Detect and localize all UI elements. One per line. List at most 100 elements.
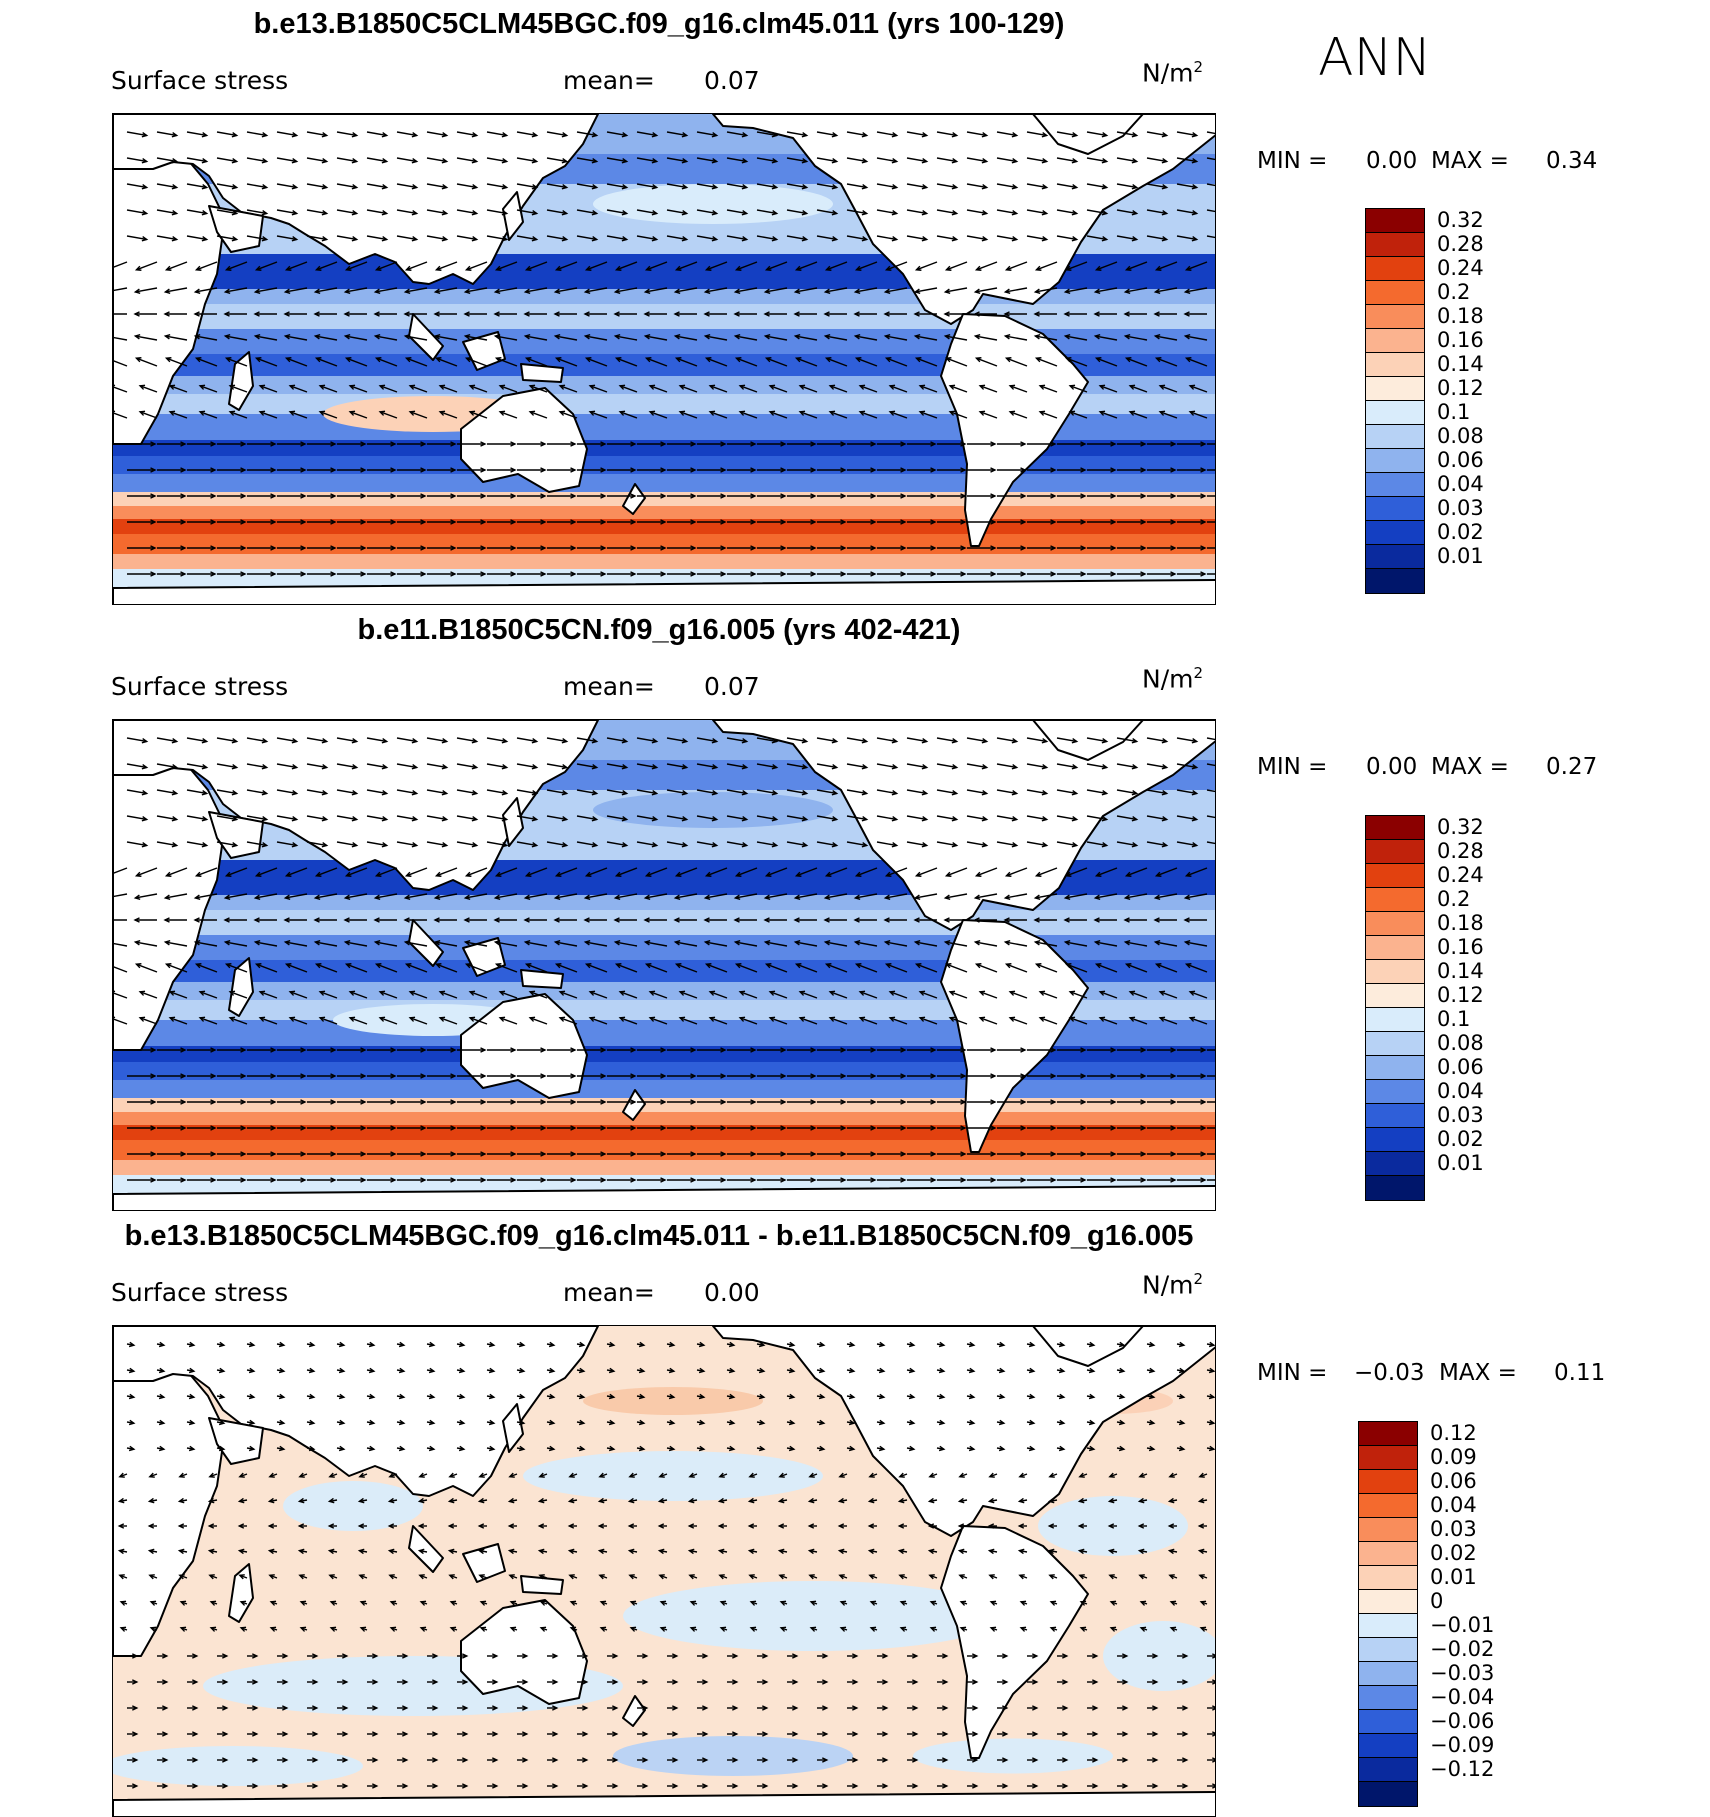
colorbar-level-label: −0.09 bbox=[1430, 1733, 1495, 1757]
panel-2-variable: Surface stress bbox=[111, 672, 289, 701]
colorbar-level-label: 0.03 bbox=[1437, 1103, 1484, 1127]
colorbar-level-label: 0.12 bbox=[1437, 376, 1484, 400]
panel-3-max-label: MAX = bbox=[1439, 1360, 1517, 1386]
panel-1-variable: Surface stress bbox=[111, 66, 289, 95]
colorbar-swatch bbox=[1366, 257, 1424, 281]
colorbar-swatch bbox=[1366, 1128, 1424, 1152]
colorbar-swatches bbox=[1365, 208, 1425, 594]
colorbar-level-label: −0.12 bbox=[1430, 1757, 1495, 1781]
colorbar-swatch bbox=[1366, 1104, 1424, 1128]
panel-1-min-label: MIN = bbox=[1257, 148, 1328, 174]
colorbar-swatch bbox=[1359, 1470, 1417, 1494]
colorbar-swatch bbox=[1366, 888, 1424, 912]
colorbar-swatch bbox=[1366, 1152, 1424, 1176]
colorbar-level-label: −0.02 bbox=[1430, 1637, 1495, 1661]
colorbar-swatch bbox=[1366, 912, 1424, 936]
panel-1-title: b.e13.B1850C5CLM45BGC.f09_g16.clm45.011 … bbox=[253, 8, 1065, 40]
colorbar-level-label: 0.14 bbox=[1437, 352, 1484, 376]
colorbar-level-label: 0.16 bbox=[1437, 935, 1484, 959]
panel-3-max-value: 0.11 bbox=[1554, 1360, 1606, 1386]
colorbar-level-label: 0.16 bbox=[1437, 328, 1484, 352]
colorbar-level-label: 0.03 bbox=[1437, 496, 1484, 520]
colorbar-swatch bbox=[1359, 1638, 1417, 1662]
colorbar-swatch bbox=[1366, 233, 1424, 257]
colorbar-level-label: 0.12 bbox=[1430, 1421, 1477, 1445]
colorbar-swatch bbox=[1366, 1032, 1424, 1056]
colorbar-level-label: 0.32 bbox=[1437, 208, 1484, 232]
colorbar-swatch bbox=[1359, 1446, 1417, 1470]
colorbar-level-label: −0.06 bbox=[1430, 1709, 1495, 1733]
colorbar-level-label: 0.09 bbox=[1430, 1445, 1477, 1469]
colorbar-swatch bbox=[1366, 473, 1424, 497]
colorbar-swatch bbox=[1366, 984, 1424, 1008]
panel-3-units: N/m2 bbox=[1142, 1270, 1204, 1300]
colorbar-level-label: 0 bbox=[1430, 1589, 1444, 1613]
panel-1-mean-label: mean= bbox=[563, 66, 655, 95]
colorbar-level-label: 0.24 bbox=[1437, 256, 1484, 280]
colorbar-level-label: 0.08 bbox=[1437, 424, 1484, 448]
colorbar-level-label: 0.04 bbox=[1430, 1493, 1477, 1517]
colorbar-level-label: 0.24 bbox=[1437, 863, 1484, 887]
panel-2-title: b.e11.B1850C5CN.f09_g16.005 (yrs 402-421… bbox=[357, 614, 961, 646]
colorbar-swatch bbox=[1359, 1614, 1417, 1638]
season-label: ANN bbox=[1318, 28, 1432, 88]
panel-3-mean-label: mean= bbox=[563, 1278, 655, 1307]
panel-2-mean-label: mean= bbox=[563, 672, 655, 701]
colorbar-swatch bbox=[1366, 449, 1424, 473]
colorbar-swatch bbox=[1366, 1056, 1424, 1080]
panel-2-map bbox=[112, 719, 1216, 1211]
colorbar-level-label: 0.18 bbox=[1437, 304, 1484, 328]
panel-1-max-label: MAX = bbox=[1431, 148, 1509, 174]
colorbar-swatch bbox=[1366, 497, 1424, 521]
panel-2-units: N/m2 bbox=[1142, 664, 1204, 694]
colorbar-level-label: 0.01 bbox=[1437, 544, 1484, 568]
panel-2-max-value: 0.27 bbox=[1546, 754, 1598, 780]
colorbar-swatches bbox=[1365, 815, 1425, 1201]
colorbar-swatch bbox=[1366, 329, 1424, 353]
colorbar-swatch bbox=[1366, 305, 1424, 329]
colorbar-swatch bbox=[1366, 1008, 1424, 1032]
colorbar-swatch bbox=[1366, 840, 1424, 864]
panel-3-mean-value: 0.00 bbox=[704, 1278, 760, 1307]
panel-1-mean-value: 0.07 bbox=[704, 66, 760, 95]
colorbar-level-label: 0.04 bbox=[1437, 1079, 1484, 1103]
colorbar-swatch bbox=[1359, 1662, 1417, 1686]
colorbar-level-label: 0.08 bbox=[1437, 1031, 1484, 1055]
colorbar-swatch bbox=[1366, 1176, 1424, 1200]
colorbar-level-label: 0.04 bbox=[1437, 472, 1484, 496]
colorbar-level-label: 0.01 bbox=[1430, 1565, 1477, 1589]
colorbar-swatch bbox=[1366, 521, 1424, 545]
panel-2-contour-map bbox=[113, 720, 1215, 1210]
colorbar-swatch bbox=[1366, 816, 1424, 840]
colorbar-swatch bbox=[1366, 377, 1424, 401]
panel-1-max-value: 0.34 bbox=[1546, 148, 1598, 174]
colorbar-swatch bbox=[1366, 569, 1424, 593]
panel-1-min-value: 0.00 bbox=[1366, 148, 1418, 174]
colorbar-swatch bbox=[1366, 401, 1424, 425]
panel-2-min-label: MIN = bbox=[1257, 754, 1328, 780]
panel-3-map bbox=[112, 1325, 1216, 1817]
colorbar-level-label: 0.03 bbox=[1430, 1517, 1477, 1541]
colorbar-level-label: −0.03 bbox=[1430, 1661, 1495, 1685]
colorbar-level-label: 0.12 bbox=[1437, 983, 1484, 1007]
colorbar-swatch bbox=[1359, 1518, 1417, 1542]
colorbar-level-label: 0.02 bbox=[1437, 520, 1484, 544]
colorbar-swatch bbox=[1359, 1710, 1417, 1734]
colorbar-swatch bbox=[1366, 864, 1424, 888]
colorbar-level-label: 0.01 bbox=[1437, 1151, 1484, 1175]
colorbar-swatches bbox=[1358, 1421, 1418, 1807]
colorbar-level-label: 0.1 bbox=[1437, 400, 1471, 424]
colorbar-swatch bbox=[1359, 1494, 1417, 1518]
colorbar-level-label: 0.02 bbox=[1437, 1127, 1484, 1151]
colorbar-swatch bbox=[1366, 545, 1424, 569]
panel-2-mean-value: 0.07 bbox=[704, 672, 760, 701]
colorbar-level-label: 0.18 bbox=[1437, 911, 1484, 935]
panel-3-contour-map bbox=[113, 1326, 1215, 1816]
colorbar-swatch bbox=[1359, 1758, 1417, 1782]
colorbar-level-label: 0.14 bbox=[1437, 959, 1484, 983]
colorbar-swatch bbox=[1359, 1686, 1417, 1710]
colorbar-swatch bbox=[1359, 1734, 1417, 1758]
colorbar-swatch bbox=[1359, 1422, 1417, 1446]
colorbar-swatch bbox=[1359, 1590, 1417, 1614]
panel-2-max-label: MAX = bbox=[1431, 754, 1509, 780]
